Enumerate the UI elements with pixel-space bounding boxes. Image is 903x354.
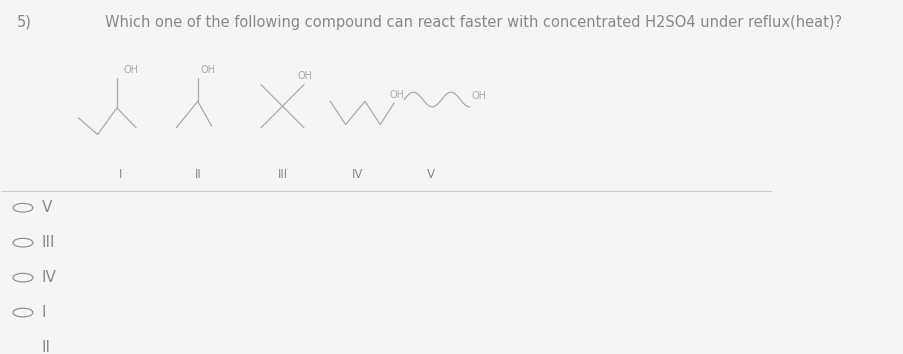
Text: OH: OH xyxy=(123,65,138,75)
Text: OH: OH xyxy=(298,71,312,81)
Text: IV: IV xyxy=(42,270,56,285)
Text: III: III xyxy=(42,235,55,250)
Text: IV: IV xyxy=(351,168,362,181)
Text: OH: OH xyxy=(389,90,404,99)
Text: II: II xyxy=(194,168,201,181)
Text: OH: OH xyxy=(470,91,486,101)
Text: Which one of the following compound can react faster with concentrated H2SO4 und: Which one of the following compound can … xyxy=(106,15,842,30)
Text: V: V xyxy=(42,200,51,215)
Text: III: III xyxy=(277,168,287,181)
Text: I: I xyxy=(119,168,122,181)
Text: V: V xyxy=(426,168,434,181)
Text: OH: OH xyxy=(200,65,215,75)
Text: 5): 5) xyxy=(17,15,32,30)
Text: II: II xyxy=(42,340,51,354)
Text: I: I xyxy=(42,305,46,320)
